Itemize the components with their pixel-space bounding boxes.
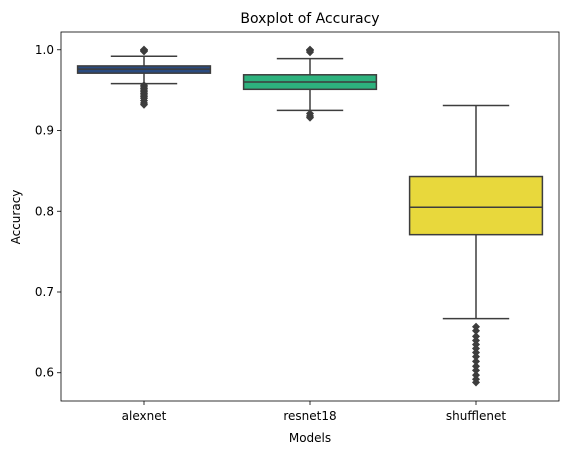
outlier-point [305,45,315,54]
x-tick-label: shufflenet [446,409,506,423]
x-tick-label: resnet18 [283,409,336,423]
outlier-point [471,378,481,387]
y-tick-label: 1.0 [35,43,54,57]
y-tick-label: 0.7 [35,285,54,299]
y-tick-label: 0.8 [35,204,54,218]
outlier-point [139,100,149,109]
y-tick-label: 0.9 [35,124,54,138]
outlier-point [305,113,315,122]
y-tick-label: 0.6 [35,366,54,380]
plot-area: 0.6 0.7 0.8 0.9 1.0 alexnet resnet18 shufflenet [35,31,560,423]
plot-frame [60,31,560,402]
x-axis-label: Models [289,431,331,445]
outlier-point [139,45,149,54]
box-shufflenet [408,175,544,236]
chart-title: Boxplot of Accuracy [240,11,379,27]
y-axis-label: Accuracy [9,190,23,245]
x-tick-label: alexnet [122,409,167,423]
